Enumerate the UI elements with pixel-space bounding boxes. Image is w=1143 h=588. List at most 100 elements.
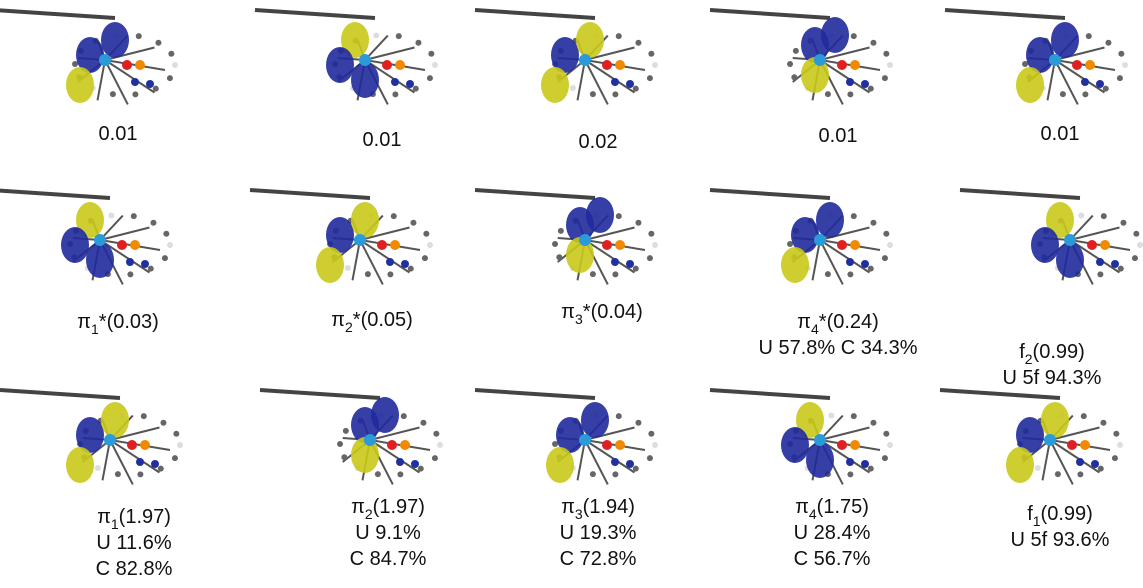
- orbital-lobe: [816, 202, 844, 238]
- orbital-label: C 72.8%: [560, 548, 637, 570]
- atom-orange: [400, 440, 410, 450]
- atom: [616, 33, 622, 39]
- atom: [552, 241, 558, 247]
- atom: [851, 413, 857, 419]
- atom: [793, 48, 799, 54]
- atom: [883, 431, 889, 437]
- atom: [1101, 213, 1107, 219]
- atom-blue: [151, 460, 159, 468]
- atom: [558, 228, 564, 234]
- atom: [110, 91, 116, 97]
- label-value: *(0.05): [353, 309, 413, 331]
- atom: [825, 91, 831, 97]
- orbital-panel: π4(1.75)U 28.4%C 56.7%: [710, 390, 893, 570]
- atom: [437, 442, 443, 448]
- orbital-label: f2(0.99): [1019, 341, 1085, 367]
- atom-blue: [861, 80, 869, 88]
- atom: [337, 441, 343, 447]
- atom-blue: [611, 258, 619, 266]
- atom: [158, 466, 164, 472]
- atom: [1103, 86, 1109, 92]
- orbital-label: C 56.7%: [794, 548, 871, 570]
- atom: [1118, 266, 1124, 272]
- ligand-rod: [475, 10, 595, 18]
- atom: [167, 242, 173, 248]
- orbital-label: C 82.8%: [96, 558, 173, 580]
- atom: [172, 455, 178, 461]
- orbital-panel: 0.01: [0, 10, 178, 145]
- atom: [1078, 212, 1084, 218]
- atom: [825, 271, 831, 277]
- orbital-lobe: [586, 197, 614, 233]
- atom: [422, 255, 428, 261]
- atom: [635, 420, 641, 426]
- atom-red: [837, 240, 847, 250]
- orbital-label: U 11.6%: [96, 532, 171, 554]
- label-value: (0.99): [1041, 503, 1093, 525]
- orbital-label: C 84.7%: [350, 548, 427, 570]
- atom-blue: [1081, 78, 1089, 86]
- uranium-atom: [814, 54, 826, 66]
- atom: [115, 471, 121, 477]
- ligand-rod: [475, 190, 595, 198]
- atom: [343, 428, 349, 434]
- atom: [427, 75, 433, 81]
- orbital-label: π3(1.94): [561, 496, 635, 522]
- orbital-label: π2*(0.05): [331, 309, 413, 335]
- atom: [177, 442, 183, 448]
- atom-orange: [1080, 440, 1090, 450]
- label-symbol: π: [77, 311, 91, 333]
- orbital-panel: 0.01: [710, 10, 893, 147]
- atom-blue: [141, 260, 149, 268]
- atom-red: [602, 440, 612, 450]
- orbital-lobe: [316, 247, 344, 283]
- atom-red: [602, 60, 612, 70]
- orbital-label: U 9.1%: [355, 522, 421, 544]
- atom-red: [837, 440, 847, 450]
- orbital-lobe: [66, 447, 94, 483]
- bond: [100, 228, 149, 240]
- atom-blue: [126, 258, 134, 266]
- uranium-atom: [94, 234, 106, 246]
- atom-blue: [861, 460, 869, 468]
- atom-red: [377, 240, 387, 250]
- orbital-lobe: [101, 402, 129, 438]
- orbital-label: U 57.8% C 34.3%: [759, 337, 918, 359]
- atom: [162, 255, 168, 261]
- label-subscript: 1: [91, 321, 99, 337]
- label-symbol: π: [797, 311, 811, 333]
- atom: [341, 454, 347, 460]
- atom: [1082, 91, 1088, 97]
- atom-blue: [1096, 80, 1104, 88]
- orbital-lobe: [351, 62, 379, 98]
- atom: [167, 75, 173, 81]
- atom: [1077, 471, 1083, 477]
- atom: [408, 266, 414, 272]
- orbital-panel: π3(1.94)U 19.3%C 72.8%: [475, 390, 658, 570]
- atom: [420, 420, 426, 426]
- ligand-rod: [710, 390, 830, 398]
- atom: [155, 40, 161, 46]
- uranium-atom: [364, 434, 376, 446]
- atom-blue: [386, 258, 394, 266]
- atom: [556, 254, 562, 260]
- page: {"panels": [ [ {"lines": ["0.01"]}, {"li…: [0, 0, 1143, 588]
- atom: [882, 455, 888, 461]
- label-value: *(0.04): [583, 301, 643, 323]
- atom-orange: [395, 60, 405, 70]
- label-symbol: π: [331, 309, 345, 331]
- label-subscript: 3: [575, 311, 583, 327]
- label-symbol: π: [561, 496, 575, 518]
- orbital-panel: π1(1.97)U 11.6%C 82.8%: [0, 390, 183, 580]
- atom: [427, 242, 433, 248]
- atom-blue: [1076, 458, 1084, 466]
- atom: [137, 471, 143, 477]
- label-subscript: 2: [365, 506, 373, 522]
- atom: [616, 413, 622, 419]
- atom: [397, 471, 403, 477]
- atom: [648, 51, 654, 57]
- atom: [870, 40, 876, 46]
- atom-red: [837, 60, 847, 70]
- atom: [373, 32, 379, 38]
- atom: [141, 413, 147, 419]
